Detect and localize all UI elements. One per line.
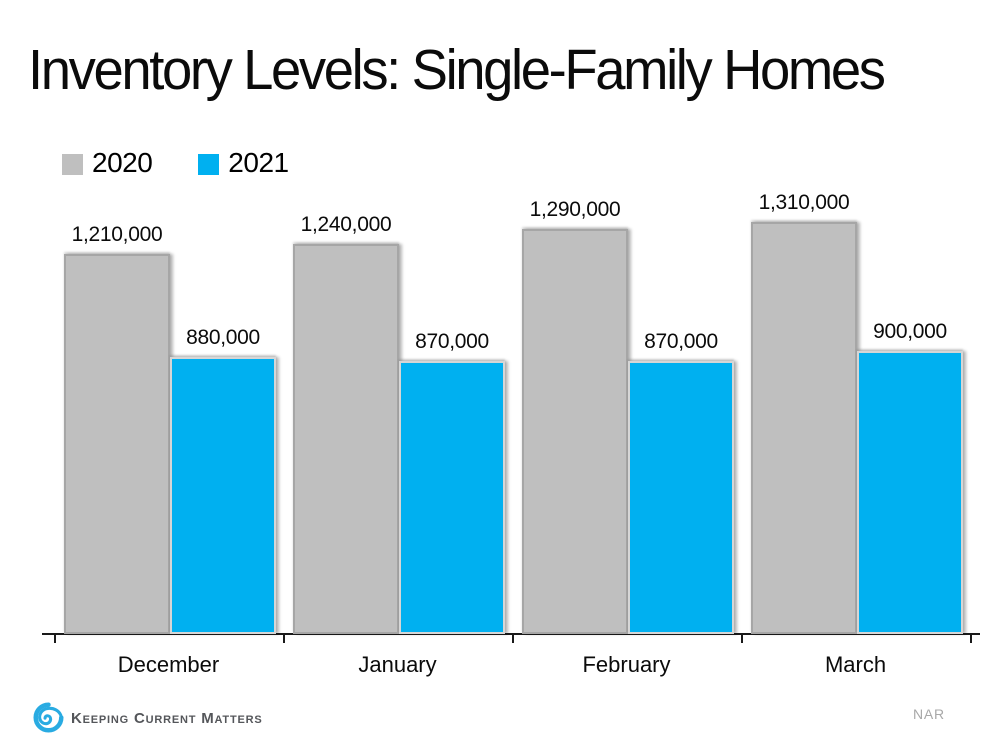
legend-label-2021: 2021 <box>228 147 289 178</box>
source-attribution: NAR <box>913 706 945 722</box>
value-label-2020-january: 1,240,000 <box>300 213 392 236</box>
brand-name: Keeping Current Matters <box>71 710 263 727</box>
x-axis-category-label: February <box>582 652 671 677</box>
legend-swatch-2020 <box>62 154 83 175</box>
x-axis-category-label: January <box>358 652 437 677</box>
legend: 2020 2021 <box>62 149 289 177</box>
value-label-2020-december: 1,210,000 <box>71 223 163 246</box>
legend-item-2020: 2020 <box>62 147 153 178</box>
bar-2021-february <box>628 361 734 634</box>
bar-2020-february <box>522 229 628 634</box>
bar-2021-december <box>170 357 276 634</box>
x-axis-tick <box>512 634 514 643</box>
x-axis-category-label: December <box>117 652 220 677</box>
x-axis-category-label: March <box>824 652 887 677</box>
legend-item-2021: 2021 <box>198 147 289 178</box>
bar-2020-december <box>64 254 170 634</box>
bar-2021-january <box>399 361 505 634</box>
value-label-2020-march: 1,310,000 <box>758 191 850 214</box>
x-axis-tick <box>970 634 972 643</box>
chart-title: Inventory Levels: Single-Family Homes <box>28 38 886 102</box>
legend-label-2020: 2020 <box>92 147 153 178</box>
value-label-2021-march: 900,000 <box>873 320 947 343</box>
x-axis-tick <box>283 634 285 643</box>
bar-2021-march <box>857 351 963 634</box>
bar-2020-january <box>293 244 399 634</box>
value-label-2021-february: 870,000 <box>644 330 718 353</box>
legend-swatch-2021 <box>198 154 220 175</box>
brand-logo: Keeping Current Matters <box>33 702 262 733</box>
x-axis-line <box>42 633 980 635</box>
value-label-2021-january: 870,000 <box>415 330 489 353</box>
value-label-2021-december: 880,000 <box>186 326 260 349</box>
x-axis-tick <box>741 634 743 643</box>
value-label-2020-february: 1,290,000 <box>529 198 621 221</box>
bar-2020-march <box>751 222 857 634</box>
kcm-swirl-icon <box>33 702 64 733</box>
x-axis-tick <box>54 634 56 643</box>
